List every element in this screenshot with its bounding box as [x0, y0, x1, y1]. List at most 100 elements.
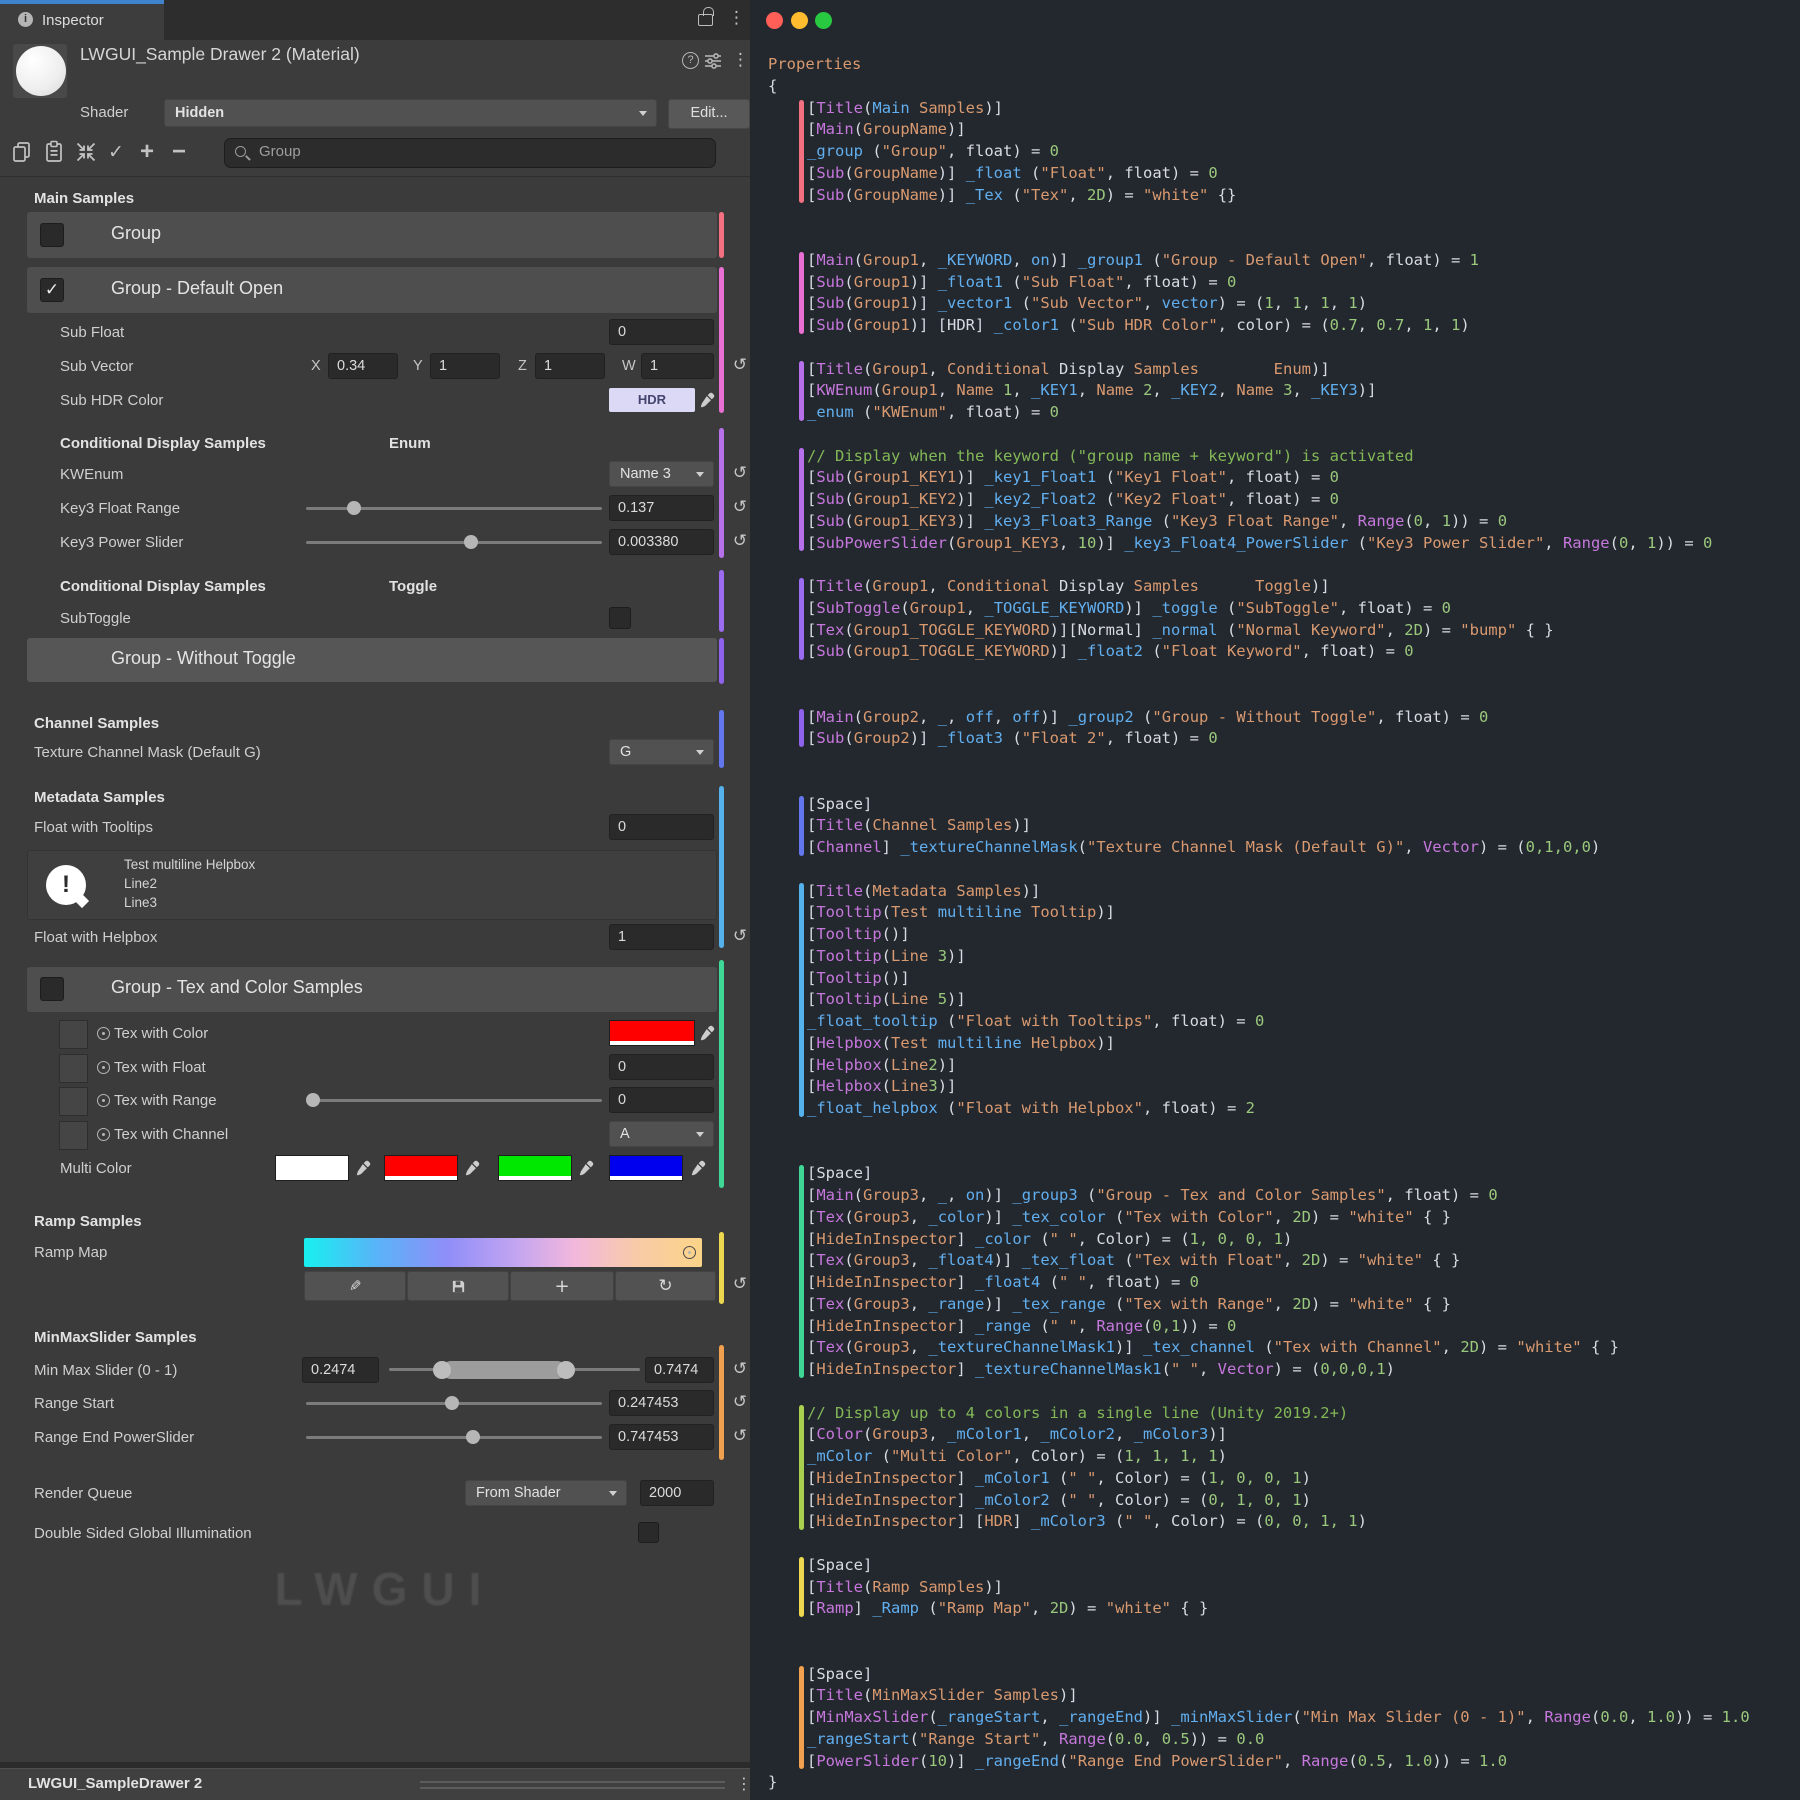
tex-channel-dropdown[interactable]: A [609, 1121, 714, 1147]
tex-float-field[interactable]: 0 [609, 1054, 714, 1080]
tex-range-knob[interactable] [306, 1093, 320, 1107]
minmax-min-field[interactable]: 0.2474 [302, 1357, 379, 1383]
reset-icon[interactable]: ↺ [732, 1392, 748, 1412]
eyedropper-icon[interactable] [699, 1025, 715, 1041]
reset-icon[interactable]: ↺ [732, 355, 748, 375]
traffic-light-zoom[interactable] [815, 12, 832, 29]
key3-power-slider[interactable] [306, 541, 602, 544]
object-picker-icon[interactable] [683, 1246, 696, 1259]
ramp-refresh-button[interactable]: ↻ [615, 1271, 716, 1301]
key3-power-slider-knob[interactable] [464, 535, 478, 549]
range-end-slider[interactable] [306, 1436, 602, 1439]
sub-float-field[interactable]: 0 [609, 319, 714, 345]
tex-mask-dropdown[interactable]: G [609, 739, 714, 765]
group-without-toggle-header[interactable]: Group - Without Toggle [27, 638, 717, 682]
apply-check-icon[interactable]: ✓ [108, 142, 124, 163]
object-picker-icon[interactable] [97, 1094, 110, 1107]
render-queue-dropdown[interactable]: From Shader [465, 1480, 627, 1506]
tex-color-swatch[interactable] [609, 1020, 695, 1046]
texture-thumbnail[interactable] [59, 1087, 88, 1116]
ramp-edit-button[interactable]: ✎ [304, 1271, 406, 1301]
float-tooltips-field[interactable]: 0 [609, 814, 714, 840]
range-start-knob[interactable] [445, 1396, 459, 1410]
copy-icon[interactable] [10, 140, 34, 169]
traffic-light-close[interactable] [766, 12, 783, 29]
ramp-add-button[interactable]: + [510, 1271, 614, 1301]
eyedropper-icon[interactable] [464, 1160, 480, 1176]
texture-thumbnail[interactable] [59, 1054, 88, 1083]
vector-z-field[interactable]: 1 [535, 353, 605, 379]
tab-menu-kebab-icon[interactable]: ⋮ [728, 8, 745, 28]
reset-icon[interactable]: ↺ [732, 926, 748, 946]
object-picker-icon[interactable] [97, 1128, 110, 1141]
group-default-open-header[interactable]: ✓ Group - Default Open [27, 267, 717, 313]
remove-icon[interactable]: − [172, 138, 187, 165]
dsgi-checkbox[interactable] [638, 1522, 659, 1543]
multi-color-swatch-white[interactable] [275, 1155, 349, 1181]
group-checkbox[interactable] [40, 223, 64, 247]
eyedropper-icon[interactable] [578, 1160, 594, 1176]
hdr-color-swatch[interactable]: HDR [609, 388, 695, 412]
vector-y-field[interactable]: 1 [430, 353, 500, 379]
presets-icon[interactable] [704, 53, 722, 74]
footer-kebab-icon[interactable]: ⋮ [736, 1774, 752, 1793]
float-helpbox-field[interactable]: 1 [609, 924, 714, 950]
add-icon[interactable]: + [140, 138, 155, 165]
tex-range-field[interactable]: 0 [609, 1087, 714, 1113]
reset-icon[interactable]: ↺ [732, 1274, 748, 1294]
paste-icon[interactable] [42, 140, 66, 169]
minmax-knob-right[interactable] [557, 1361, 575, 1379]
multi-color-swatch-blue[interactable] [609, 1155, 683, 1181]
reset-icon[interactable]: ↺ [732, 531, 748, 551]
tex-range-slider[interactable] [306, 1099, 602, 1102]
vector-w-field[interactable]: 1 [641, 353, 714, 379]
minmax-max-field[interactable]: 0.7474 [645, 1357, 714, 1383]
reset-icon[interactable]: ↺ [732, 497, 748, 517]
group-tex-color-checkbox[interactable] [40, 977, 64, 1001]
key3-float-range-slider[interactable] [306, 507, 602, 510]
vector-x-field[interactable]: 0.34 [328, 353, 398, 379]
kwenum-dropdown[interactable]: Name 3 [609, 461, 714, 487]
range-start-field[interactable]: 0.247453 [609, 1390, 714, 1416]
group-default-open-checkbox[interactable]: ✓ [40, 278, 64, 302]
code-line: [Space] [807, 794, 873, 813]
eyedropper-icon[interactable] [699, 392, 715, 408]
footer-drag-handle[interactable] [420, 1781, 725, 1783]
range-end-knob[interactable] [466, 1430, 480, 1444]
footer-bar[interactable]: LWGUI_SampleDrawer 2 ⋮ [0, 1768, 752, 1800]
collapse-icon[interactable] [74, 140, 98, 169]
render-queue-field[interactable]: 2000 [640, 1480, 714, 1506]
range-end-field[interactable]: 0.747453 [609, 1424, 714, 1450]
unlock-icon[interactable] [698, 7, 714, 26]
texture-thumbnail[interactable] [59, 1121, 88, 1150]
ramp-gradient[interactable] [304, 1238, 702, 1267]
group-header[interactable]: Group [27, 212, 717, 258]
code-block-accent-bar [799, 99, 804, 204]
reset-icon[interactable]: ↺ [732, 1426, 748, 1446]
header-kebab-icon[interactable]: ⋮ [732, 50, 749, 70]
key3-float-range-field[interactable]: 0.137 [609, 495, 714, 521]
minmax-range-bar[interactable] [442, 1361, 566, 1379]
group-tex-color-header[interactable]: Group - Tex and Color Samples [27, 967, 717, 1012]
shader-dropdown[interactable]: Hidden [164, 99, 657, 127]
object-picker-icon[interactable] [97, 1061, 110, 1074]
material-sphere-icon[interactable] [16, 46, 66, 96]
traffic-light-minimize[interactable] [791, 12, 808, 29]
edit-button[interactable]: Edit... [668, 99, 750, 129]
search-box[interactable]: Group [224, 138, 716, 168]
subtoggle-checkbox[interactable] [609, 607, 631, 629]
multi-color-swatch-red[interactable] [384, 1155, 458, 1181]
key3-power-slider-field[interactable]: 0.003380 [609, 529, 714, 555]
reset-icon[interactable]: ↺ [732, 463, 748, 483]
reset-icon[interactable]: ↺ [732, 1359, 748, 1379]
eyedropper-icon[interactable] [355, 1160, 371, 1176]
multi-color-swatch-green[interactable] [498, 1155, 572, 1181]
eyedropper-icon[interactable] [690, 1160, 706, 1176]
key3-float-range-knob[interactable] [347, 501, 361, 515]
help-icon[interactable]: ? [682, 52, 699, 69]
footer-drag-handle[interactable] [420, 1787, 725, 1789]
texture-thumbnail[interactable] [59, 1020, 88, 1049]
ramp-save-button[interactable] [407, 1271, 509, 1301]
minmax-knob-left[interactable] [433, 1361, 451, 1379]
object-picker-icon[interactable] [97, 1027, 110, 1040]
